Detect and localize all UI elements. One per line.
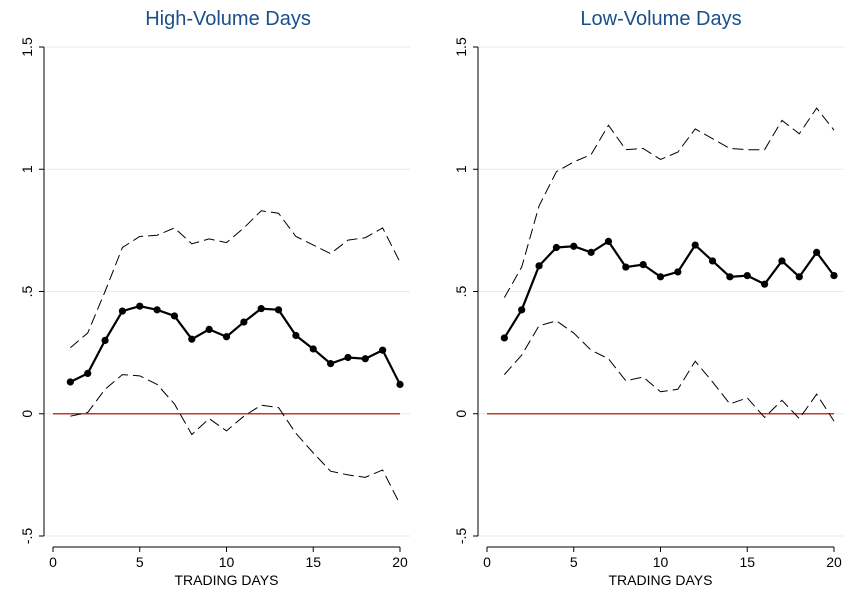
x-tick-label: 20 <box>826 554 842 570</box>
estimate-point <box>726 273 734 281</box>
estimate-point <box>743 272 751 280</box>
estimate-point <box>674 268 682 276</box>
estimate-point <box>188 335 196 343</box>
panel-title: Low-Volume Days <box>580 8 741 30</box>
x-tick-label: 10 <box>219 554 235 570</box>
x-tick-label: 5 <box>570 554 578 570</box>
estimate-point <box>136 302 144 310</box>
estimate-point <box>170 312 179 320</box>
estimate-point <box>813 248 821 256</box>
confidence-band-line <box>70 210 401 349</box>
y-tick-label: 1.5 <box>453 37 469 57</box>
y-tick-label: 0 <box>19 410 35 418</box>
estimate-point <box>222 333 231 341</box>
estimate-point <box>795 273 803 281</box>
estimate-point <box>691 241 699 249</box>
estimate-point <box>500 334 508 342</box>
estimate-point <box>240 318 248 326</box>
estimate-point <box>118 307 126 315</box>
estimate-point <box>309 345 317 353</box>
x-tick-label: 0 <box>483 554 491 570</box>
estimate-point <box>656 273 665 281</box>
confidence-band-line <box>70 374 401 505</box>
estimate-point <box>153 306 161 314</box>
estimate-point <box>257 305 265 313</box>
estimate-point <box>361 355 369 363</box>
x-tick-label: 10 <box>653 554 669 570</box>
estimate-point <box>518 306 526 314</box>
y-tick-label: 1 <box>19 165 35 173</box>
x-tick-label: 5 <box>136 554 144 570</box>
confidence-band-line <box>503 320 835 422</box>
estimate-point <box>66 378 74 386</box>
y-tick-label: 1 <box>453 165 469 173</box>
estimate-point <box>535 262 543 270</box>
confidence-band-line <box>503 107 835 298</box>
y-tick-label: -.5 <box>19 528 35 545</box>
estimate-point <box>396 380 404 389</box>
estimate-point <box>379 346 387 354</box>
chart-panel-1: High-Volume Days -.5 0 .5 1 1.5 0 5 10 15 20 TRADIN… <box>19 8 410 588</box>
estimate-point <box>344 353 352 362</box>
estimate-point <box>552 243 561 252</box>
y-tick-label: -.5 <box>453 528 469 545</box>
y-tick-label: 1.5 <box>19 37 35 57</box>
estimate-point <box>205 325 213 333</box>
estimate-point <box>327 360 335 368</box>
panel-title: High-Volume Days <box>145 8 311 30</box>
x-axis-label: TRADING DAYS <box>609 572 713 588</box>
y-tick-label: 0 <box>453 410 469 418</box>
estimate-point <box>830 272 838 280</box>
estimate-point <box>639 261 647 269</box>
estimate-point <box>708 257 717 265</box>
estimate-point <box>761 280 769 288</box>
estimate-line <box>69 305 401 385</box>
estimate-point <box>622 263 630 271</box>
x-tick-label: 0 <box>49 554 57 570</box>
estimate-point <box>292 331 300 340</box>
x-tick-label: 20 <box>392 554 408 570</box>
estimate-point <box>587 248 595 256</box>
estimate-point <box>570 242 578 250</box>
x-tick-label: 15 <box>305 554 321 570</box>
estimate-point <box>101 336 109 344</box>
x-axis-label: TRADING DAYS <box>175 572 279 588</box>
x-tick-label: 15 <box>739 554 755 570</box>
y-tick-label: .5 <box>19 285 35 297</box>
estimate-point <box>84 369 92 378</box>
estimate-point <box>604 237 613 245</box>
estimate-point <box>274 306 283 314</box>
y-tick-label: .5 <box>453 285 469 297</box>
estimate-line <box>503 239 835 339</box>
estimate-point <box>778 257 786 265</box>
chart-panel-2: Low-Volume Days -.5 0 .5 1 1.5 0 5 10 15 20 TRADING… <box>453 8 844 588</box>
